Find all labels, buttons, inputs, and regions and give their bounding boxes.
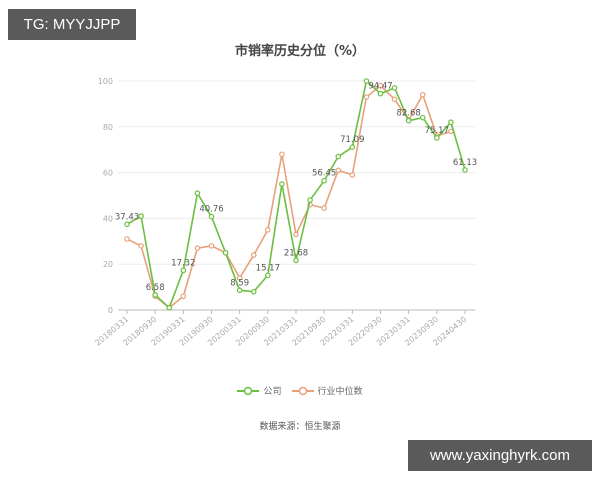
line-chart: 0204060801002018033120180930201903312019… — [93, 77, 477, 348]
legend: 公司 行业中位数 — [0, 384, 600, 397]
data-point[interactable] — [194, 190, 201, 197]
data-point[interactable] — [208, 243, 215, 249]
data-point[interactable] — [236, 287, 243, 294]
data-point[interactable] — [236, 275, 243, 281]
data-point[interactable] — [405, 117, 412, 124]
data-point[interactable] — [349, 144, 356, 151]
data-label: 75.17 — [425, 126, 449, 136]
data-label: 56.45 — [312, 169, 336, 179]
legend-label-company: 公司 — [263, 387, 282, 397]
data-point[interactable] — [208, 213, 215, 220]
y-tick-label: 100 — [98, 77, 113, 86]
y-tick-label: 60 — [103, 169, 113, 178]
data-point[interactable] — [279, 151, 285, 158]
data-point[interactable] — [377, 90, 384, 97]
data-point[interactable] — [377, 82, 384, 89]
data-point[interactable] — [419, 114, 426, 121]
industry-line-marker-icon — [291, 386, 314, 395]
data-point[interactable] — [265, 227, 271, 233]
y-tick-label: 40 — [103, 214, 113, 223]
data-point[interactable] — [279, 181, 285, 187]
data-point[interactable] — [124, 221, 130, 228]
data-label: 37.43 — [115, 212, 139, 222]
data-point[interactable] — [180, 267, 187, 274]
data-point[interactable] — [391, 96, 398, 103]
data-label: 17.32 — [171, 258, 195, 268]
data-point[interactable] — [180, 293, 187, 300]
data-label: 40.76 — [199, 205, 223, 215]
data-point[interactable] — [448, 119, 454, 126]
data-label: 71.09 — [340, 135, 364, 145]
data-label: 61.13 — [453, 158, 477, 168]
data-point[interactable] — [124, 236, 130, 242]
legend-label-industry: 行业中位数 — [317, 387, 363, 397]
data-point[interactable] — [335, 167, 342, 174]
data-point[interactable] — [250, 252, 257, 258]
data-point[interactable] — [152, 292, 158, 298]
data-point[interactable] — [138, 213, 144, 219]
watermark-bottom: www.yaxinghyrk.com — [408, 440, 592, 471]
data-point[interactable] — [462, 167, 468, 173]
data-point[interactable] — [194, 245, 201, 251]
data-point[interactable] — [349, 172, 356, 178]
data-point[interactable] — [434, 135, 440, 141]
data-point[interactable] — [321, 177, 327, 184]
data-label: 82.68 — [396, 109, 420, 119]
data-point[interactable] — [335, 153, 342, 160]
data-point[interactable] — [293, 231, 299, 238]
data-point[interactable] — [250, 288, 257, 295]
watermark-top: TG: MYYJJPP — [8, 9, 136, 40]
y-tick-label: 80 — [103, 123, 113, 132]
data-point[interactable] — [363, 94, 370, 100]
data-label: 8.59 — [230, 278, 249, 288]
data-point[interactable] — [166, 304, 173, 311]
data-point[interactable] — [419, 91, 426, 98]
chart-title: 市销率历史分位（%） — [234, 44, 366, 59]
data-point[interactable] — [321, 205, 327, 211]
y-tick-label: 0 — [108, 306, 113, 315]
data-label: 15.17 — [256, 263, 280, 273]
data-point[interactable] — [363, 78, 370, 84]
legend-item-company[interactable]: 公司 — [237, 384, 282, 397]
data-point[interactable] — [307, 197, 313, 203]
data-label: 94.47 — [368, 82, 392, 92]
data-point[interactable] — [265, 272, 271, 279]
company-line-marker-icon — [237, 386, 260, 395]
legend-item-industry[interactable]: 行业中位数 — [291, 384, 363, 397]
data-source: 数据来源：恒生聚源 — [259, 422, 341, 432]
data-point[interactable] — [293, 257, 299, 264]
data-point[interactable] — [391, 85, 398, 91]
data-label: 21.68 — [284, 248, 308, 258]
industry-series-line — [126, 84, 452, 309]
data-label: 6.58 — [146, 283, 165, 293]
data-point[interactable] — [138, 243, 144, 249]
data-point[interactable] — [222, 249, 229, 256]
y-tick-label: 20 — [103, 260, 113, 269]
